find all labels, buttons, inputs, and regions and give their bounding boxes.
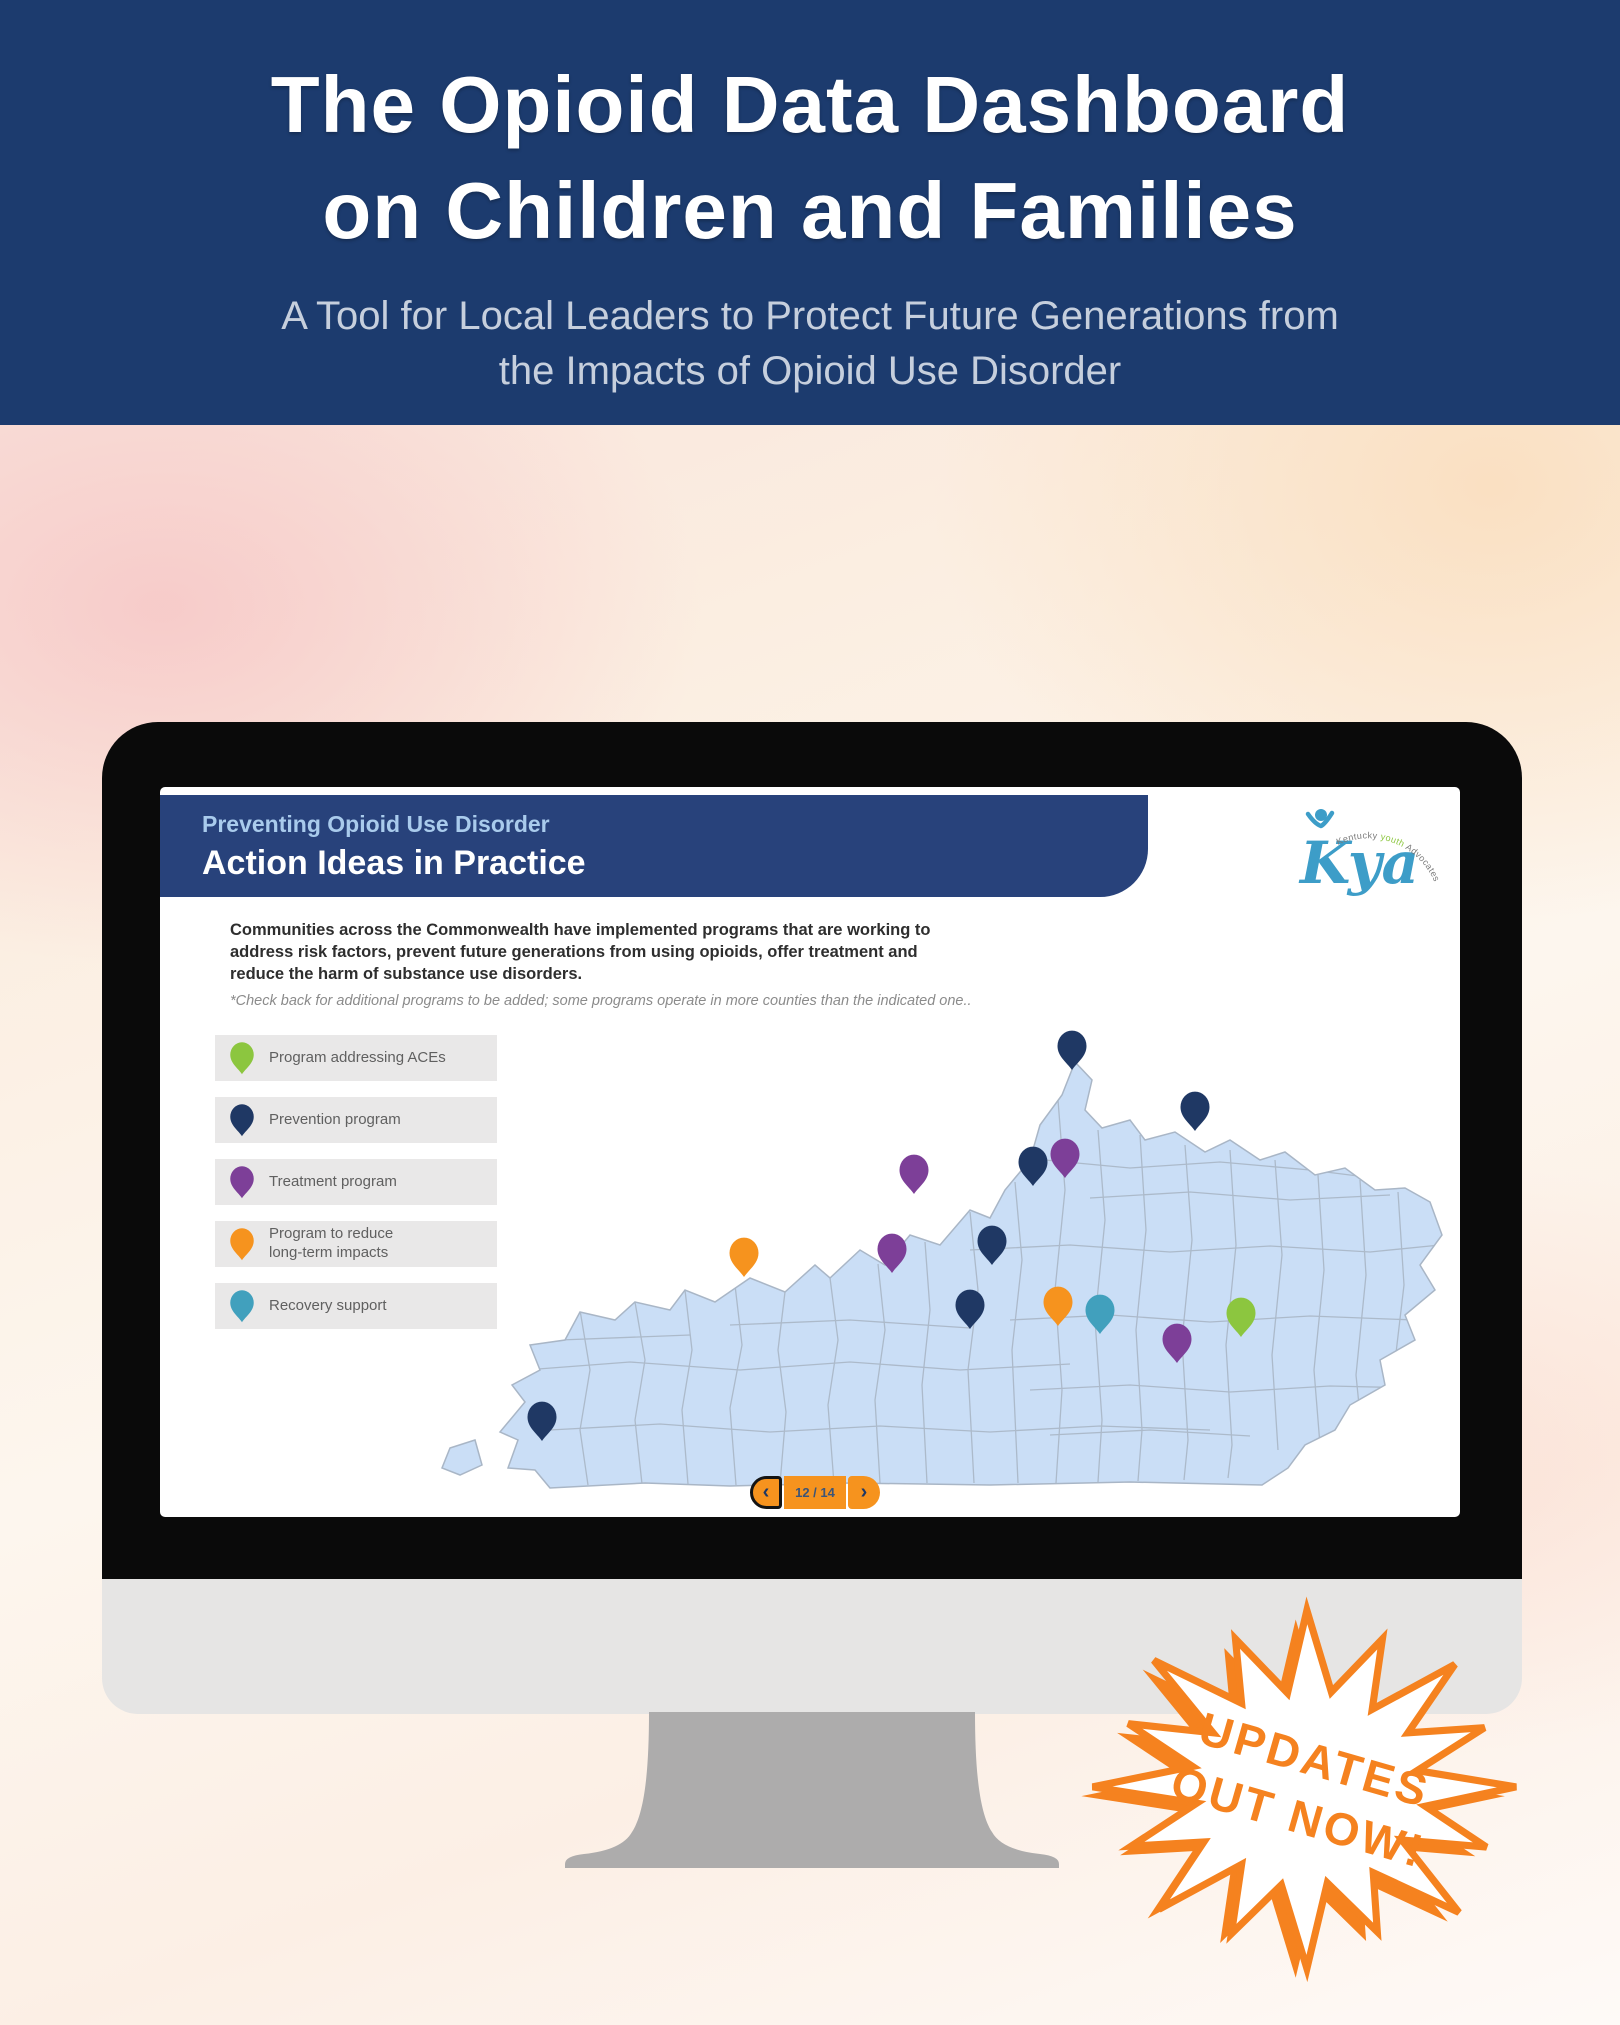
map-pin-prevention[interactable] [955,1289,985,1329]
map-pin-treatment[interactable] [877,1233,907,1273]
legend-label: Program addressing ACEs [269,1048,446,1066]
poster-title-line2: on Children and Families [322,165,1298,255]
previous-slide-button[interactable]: ‹ [750,1476,782,1509]
dashboard-header-bar: Preventing Opioid Use Disorder Action Id… [160,795,1148,897]
poster-subtitle-line1: A Tool for Local Leaders to Protect Futu… [281,294,1339,339]
poster-subtitle-line2: the Impacts of Opioid Use Disorder [498,349,1122,394]
legend-label: Treatment program [269,1172,397,1190]
treatment-pin-icon [230,1166,254,1199]
dashboard-title: Action Ideas in Practice [202,844,586,882]
map-pin-recovery[interactable] [1085,1294,1115,1334]
intro-line3: reduce the harm of substance use disorde… [230,964,583,983]
county-boundaries [524,1099,1441,1486]
legend-label: Program to reduce long-term impacts [269,1225,394,1261]
kya-wordmark: Kya [1298,829,1419,897]
poster-subtitle: A Tool for Local Leaders to Protect Futu… [0,289,1620,399]
starburst-shape [1081,1596,1517,1983]
legend-label: Recovery support [269,1296,387,1314]
intro-line1: Communities across the Commonwealth have… [230,921,931,939]
monitor-stand [565,1712,1059,1868]
kentucky-map [441,1030,1443,1489]
dashboard-screen: Preventing Opioid Use Disorder Action Id… [160,787,1460,1517]
legend-item-recovery: Recovery support [215,1283,497,1329]
recovery-pin-icon [230,1290,254,1323]
map-pin-prevention[interactable] [1180,1091,1210,1131]
map-pin-treatment[interactable] [1162,1323,1192,1363]
map-legend: Program addressing ACEs Prevention progr… [215,1035,497,1345]
kentucky-west-island [441,1439,483,1476]
map-pin-prevention[interactable] [1018,1146,1048,1186]
poster-title: The Opioid Data Dashboard on Children an… [0,52,1620,263]
top-banner: The Opioid Data Dashboard on Children an… [0,0,1620,425]
footnote: *Check back for additional programs to b… [230,993,972,1009]
map-pin-long-term[interactable] [729,1237,759,1277]
legend-item-prevention: Prevention program [215,1097,497,1143]
chevron-left-icon: ‹ [762,1481,770,1503]
map-pin-long-term[interactable] [1043,1286,1073,1326]
updates-badge: UPDATES OUT NOW! [1081,1596,1517,1983]
monitor-bezel: Preventing Opioid Use Disorder Action Id… [102,722,1522,1579]
legend-label: Prevention program [269,1110,401,1128]
legend-item-aces: Program addressing ACEs [215,1035,497,1081]
map-pin-prevention[interactable] [527,1401,557,1441]
kya-figure-head [1315,809,1327,821]
kya-figure-arms [1305,810,1335,829]
long-term-pin-icon [230,1228,254,1261]
intro-paragraph: Communities across the Commonwealth have… [230,920,960,986]
kya-logo: Kya Kentucky youth Advocates [1298,809,1441,897]
legend-item-treatment: Treatment program [215,1159,497,1205]
map-pin-aces[interactable] [1226,1297,1256,1337]
chevron-right-icon: › [860,1481,868,1503]
map-pin-prevention[interactable] [977,1225,1007,1265]
aces-pin-icon [230,1042,254,1075]
next-slide-button[interactable]: › [848,1476,880,1509]
prevention-pin-icon [230,1104,254,1137]
intro-line2: address risk factors, prevent future gen… [230,942,918,961]
map-pin-treatment[interactable] [1050,1138,1080,1178]
legend-item-long-term: Program to reduce long-term impacts [215,1221,497,1267]
slide-pagination: ‹ 12 / 14 › [750,1476,880,1509]
poster-title-line1: The Opioid Data Dashboard [270,60,1350,149]
map-pin-prevention[interactable] [1057,1030,1087,1070]
slide-counter: 12 / 14 [784,1476,846,1509]
map-pins [527,1030,1256,1441]
map-pin-treatment[interactable] [899,1154,929,1194]
dashboard-eyebrow: Preventing Opioid Use Disorder [202,811,550,837]
